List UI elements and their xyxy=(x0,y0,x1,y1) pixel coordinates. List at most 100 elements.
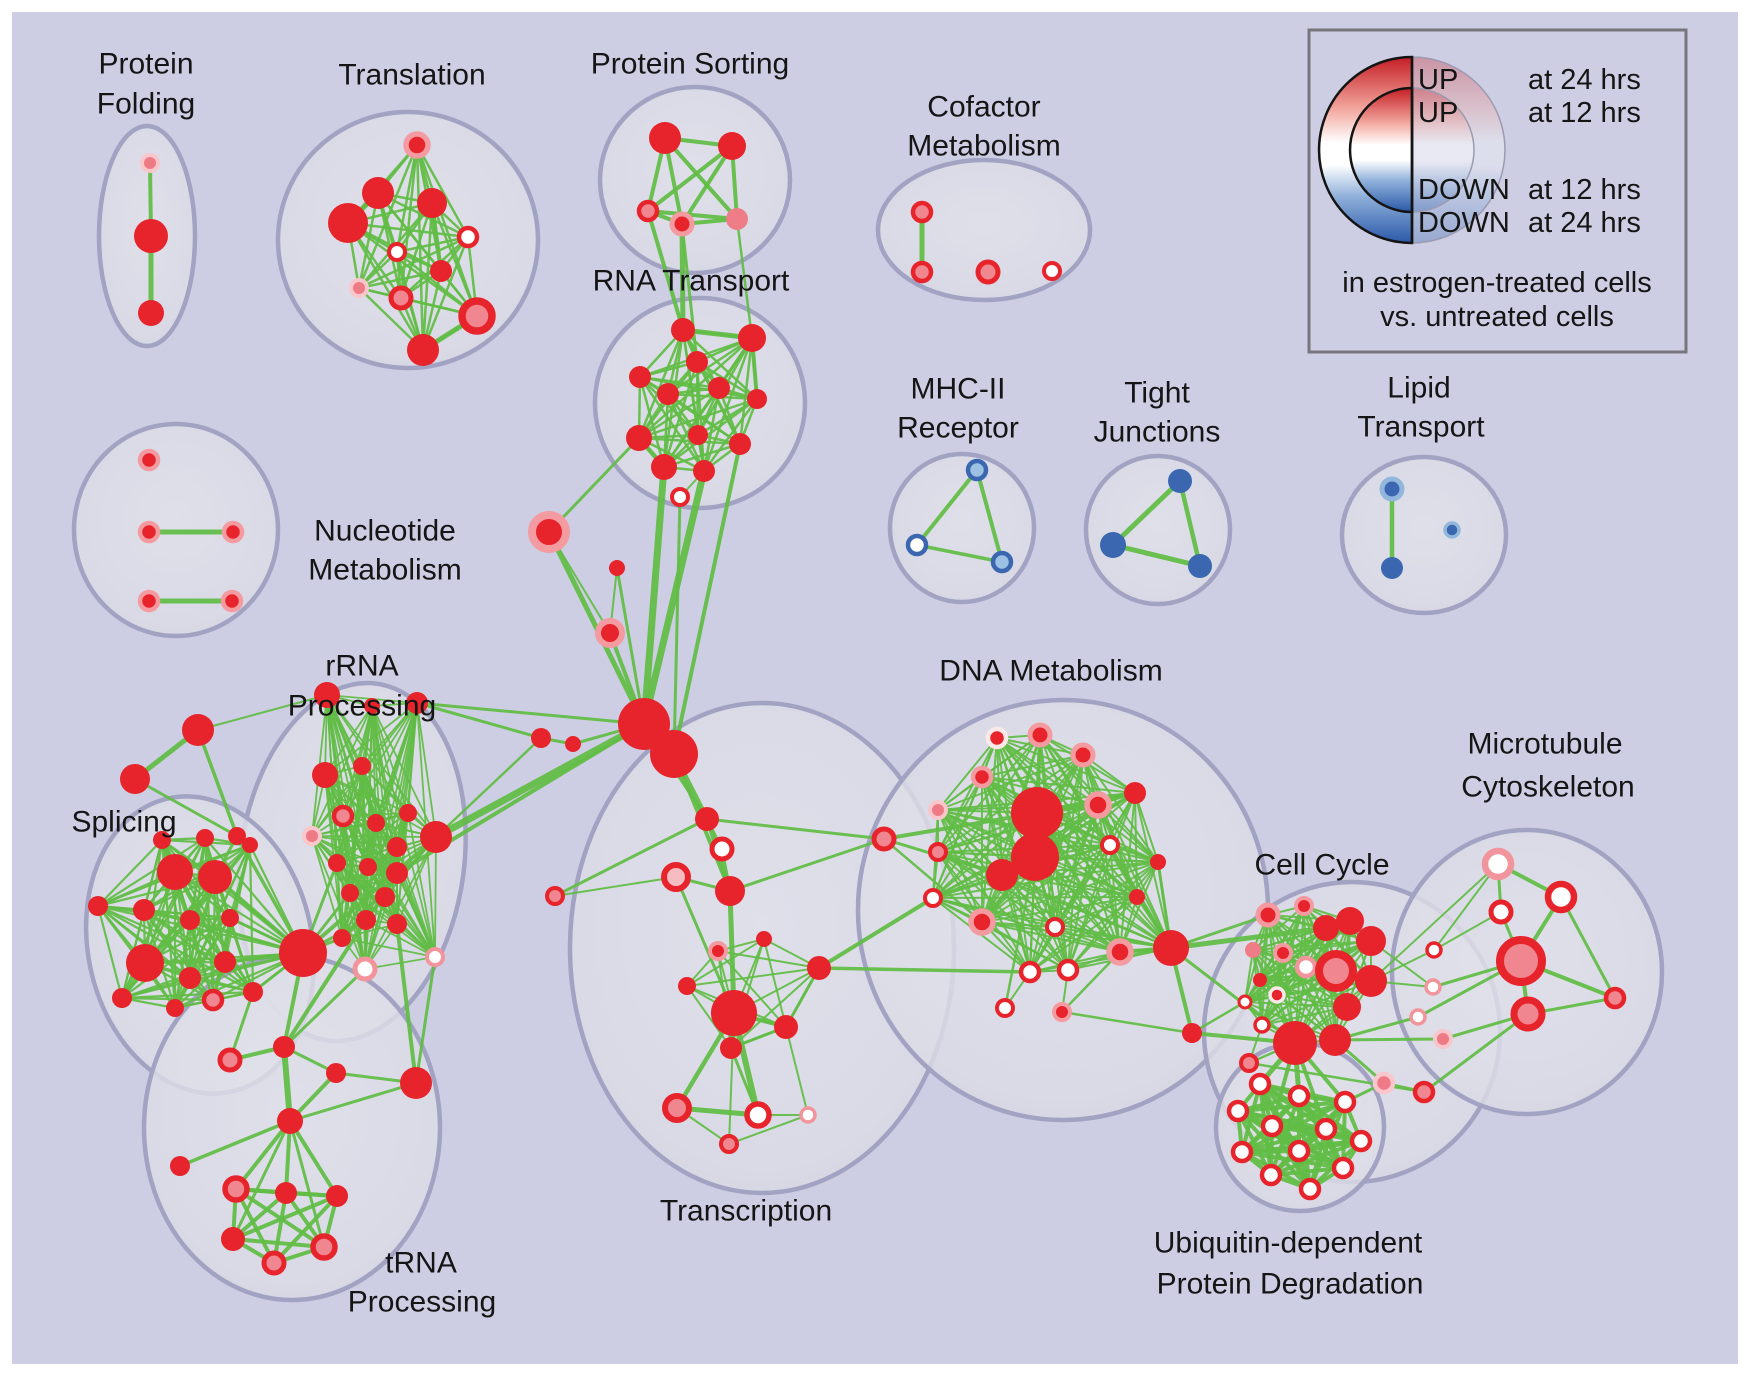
interaction-edge xyxy=(346,221,479,318)
gene-node xyxy=(1045,917,1065,937)
gene-node xyxy=(217,1047,243,1073)
interaction-edge xyxy=(415,143,470,239)
gene-node xyxy=(1255,902,1281,928)
interaction-edge xyxy=(272,1194,339,1265)
interaction-edge xyxy=(231,1119,292,1241)
gene-node xyxy=(531,728,551,748)
interaction-edge xyxy=(324,774,409,814)
legend-time: at 24 hrs xyxy=(1528,207,1641,239)
gene-node xyxy=(222,1175,250,1203)
gene-node xyxy=(1248,1072,1272,1096)
gene-node xyxy=(157,854,193,890)
interaction-edge xyxy=(1282,952,1336,1041)
interaction-edge xyxy=(937,754,1084,811)
gene-node xyxy=(528,511,570,553)
legend-direction: DOWN xyxy=(1418,174,1510,206)
interaction-edge xyxy=(96,904,124,1000)
gene-node xyxy=(182,714,214,746)
label-ubiquitin-degradation: Ubiquitin-dependent xyxy=(1154,1227,1423,1260)
interaction-edge xyxy=(1190,1000,1247,1035)
interaction-edge xyxy=(1168,925,1329,951)
gene-node xyxy=(718,132,746,160)
gene-node xyxy=(595,618,625,648)
gene-node xyxy=(166,999,184,1017)
gene-node xyxy=(1027,722,1053,748)
gene-node xyxy=(669,211,695,237)
interaction-edge xyxy=(336,846,398,864)
gene-node xyxy=(1150,854,1166,870)
gene-node xyxy=(353,757,371,775)
interaction-edge xyxy=(1054,926,1172,949)
gene-node xyxy=(1018,960,1042,984)
gene-node xyxy=(807,956,831,980)
interaction-edge xyxy=(638,375,706,473)
interaction-edge xyxy=(674,875,736,1015)
interaction-edge xyxy=(341,937,436,958)
gene-node xyxy=(179,967,201,989)
gene-node xyxy=(618,698,670,750)
interaction-edge xyxy=(554,876,677,897)
interaction-edge xyxy=(680,222,699,364)
gene-node xyxy=(407,334,439,366)
interaction-edge xyxy=(1060,1010,1194,1035)
label-microtubule-cytoskeleton: Cytoskeleton xyxy=(1461,771,1634,804)
gene-node xyxy=(799,1106,817,1124)
interaction-edge xyxy=(396,872,436,958)
gene-node xyxy=(1510,996,1546,1032)
gene-node xyxy=(417,188,447,218)
label-trna-processing: Processing xyxy=(348,1286,496,1319)
label-tight-junctions: Tight xyxy=(1124,377,1190,410)
interaction-edge xyxy=(324,774,437,838)
interaction-edge xyxy=(342,702,418,817)
interaction-edge xyxy=(357,269,443,290)
interaction-edge xyxy=(143,838,164,965)
interaction-edge xyxy=(937,851,1069,971)
interaction-edge xyxy=(640,467,708,728)
interaction-edge xyxy=(133,777,239,838)
interaction-edge xyxy=(311,812,409,837)
gene-node xyxy=(1349,1129,1373,1153)
interaction-edge xyxy=(324,702,418,776)
gene-node xyxy=(975,259,1001,285)
interaction-edge xyxy=(1029,896,1138,973)
interaction-edge xyxy=(288,1119,339,1198)
interaction-edge xyxy=(324,774,398,874)
legend-direction: UP xyxy=(1418,64,1458,96)
gene-node xyxy=(995,998,1015,1018)
interaction-edge xyxy=(367,866,436,958)
gene-node xyxy=(420,821,452,853)
gene-node xyxy=(1433,1029,1453,1049)
gene-node xyxy=(153,831,171,849)
interaction-edge xyxy=(702,386,721,473)
gene-node xyxy=(1042,261,1062,281)
gene-node xyxy=(726,208,748,230)
interaction-edge xyxy=(96,875,217,908)
interaction-edge xyxy=(311,835,398,874)
gene-node xyxy=(1481,847,1515,881)
gene-node xyxy=(1315,950,1357,992)
interaction-edge xyxy=(1110,478,1183,548)
gene-node xyxy=(729,433,751,455)
gene-node xyxy=(636,199,660,223)
interaction-edge xyxy=(282,967,367,1049)
gene-node xyxy=(356,910,376,930)
gene-node xyxy=(657,383,679,405)
gene-node xyxy=(650,730,698,778)
interaction-edge xyxy=(1060,950,1122,1014)
interaction-edge xyxy=(336,812,409,864)
interaction-edge xyxy=(1067,844,1111,971)
gene-node xyxy=(364,698,380,714)
gene-node xyxy=(968,908,996,936)
label-protein-folding: Protein xyxy=(98,48,193,81)
gene-node xyxy=(715,876,745,906)
gene-node xyxy=(1239,1053,1259,1073)
gene-node xyxy=(302,826,322,846)
interaction-edge xyxy=(160,838,232,920)
legend-direction: DOWN xyxy=(1418,207,1510,239)
interaction-edge xyxy=(346,221,470,239)
gene-node xyxy=(1372,1071,1396,1095)
label-lipid-transport: Transport xyxy=(1357,411,1485,444)
gene-node xyxy=(400,1067,432,1099)
interaction-edge xyxy=(1433,863,1499,951)
